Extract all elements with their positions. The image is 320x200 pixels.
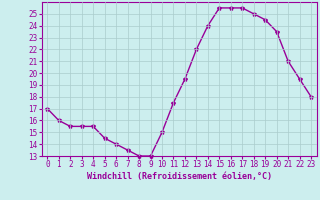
X-axis label: Windchill (Refroidissement éolien,°C): Windchill (Refroidissement éolien,°C) [87, 172, 272, 181]
